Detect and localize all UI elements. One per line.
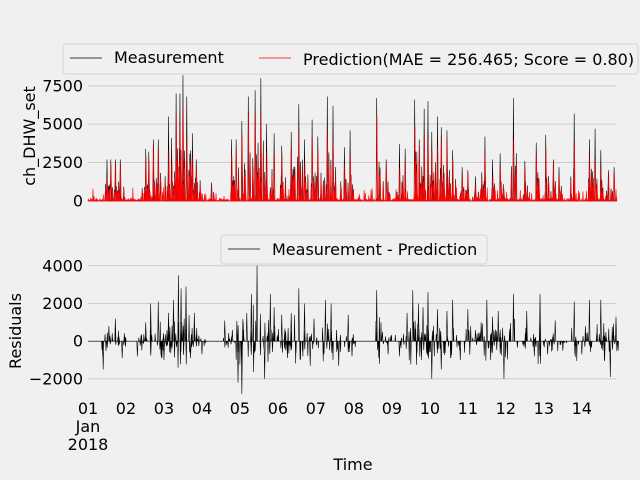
bottom-legend: Measurement - Prediction: [220, 234, 488, 265]
bottom-gridlines: [88, 265, 616, 380]
top-y-tick-labels: 0 2500 5000 7500: [42, 76, 83, 210]
x-tick-label: 08: [344, 399, 364, 418]
top-y-tick-label: 5000: [42, 115, 83, 134]
top-y-axis-label: ch_DHW_set: [20, 86, 40, 186]
x-tick-label: 06: [268, 399, 288, 418]
top-y-tick-label: 0: [73, 191, 83, 210]
measurement-legend-label: Measurement: [114, 48, 224, 67]
bottom-y-tick-label: 0: [73, 332, 83, 351]
bottom-y-axis-label: Residuals: [6, 293, 25, 369]
x-tick-label: 10: [420, 399, 440, 418]
x-tick-label: 09: [382, 399, 402, 418]
x-tick-label: 12: [496, 399, 516, 418]
x-axis-label: Time: [332, 455, 372, 474]
bottom-y-tick-label: −2000: [29, 369, 83, 388]
x-tick-label: 07: [306, 399, 326, 418]
x-tick-label: 01: [78, 399, 98, 418]
bottom-y-tick-label: 4000: [42, 256, 83, 275]
measurement-series-line: [88, 75, 617, 202]
x-tick-label: 04: [192, 399, 212, 418]
residual-legend-label: Measurement - Prediction: [272, 240, 477, 259]
bottom-plot-lines: [88, 265, 619, 395]
x-tick-label: 03: [154, 399, 174, 418]
x-tick-label: 05: [230, 399, 250, 418]
top-y-tick-label: 2500: [42, 153, 83, 172]
top-panel: 0 2500 5000 7500 ch_DHW_set Measurement Pre…: [20, 43, 639, 210]
prediction-legend-label: Prediction(MAE = 256.465; Score = 0.80): [303, 50, 634, 69]
top-legend-frame: [62, 43, 639, 75]
x-tick-label: 13: [534, 399, 554, 418]
x-tick-label: 11: [458, 399, 478, 418]
bottom-panel: −2000 0 2000 4000 Residuals Measurement - P…: [6, 234, 619, 474]
x-year-label: 2018: [68, 435, 109, 454]
bottom-y-tick-labels: −2000 0 2000 4000: [29, 256, 83, 388]
x-tick-labels: 01 02 03 04 05 06 07 08 09 10 11 12 13 14: [78, 399, 592, 418]
x-tick-label: 02: [116, 399, 136, 418]
x-month-label: Jan: [75, 417, 101, 436]
x-tick-label: 14: [572, 399, 592, 418]
top-legend: Measurement Prediction(MAE = 256.465; Sc…: [62, 43, 639, 75]
residual-series-line: [88, 265, 619, 395]
bottom-y-tick-label: 2000: [42, 294, 83, 313]
prediction-series-line: [87, 103, 618, 202]
bottom-legend-frame: [220, 234, 488, 265]
top-plot-lines: [87, 75, 618, 202]
top-y-tick-label: 7500: [42, 76, 83, 95]
